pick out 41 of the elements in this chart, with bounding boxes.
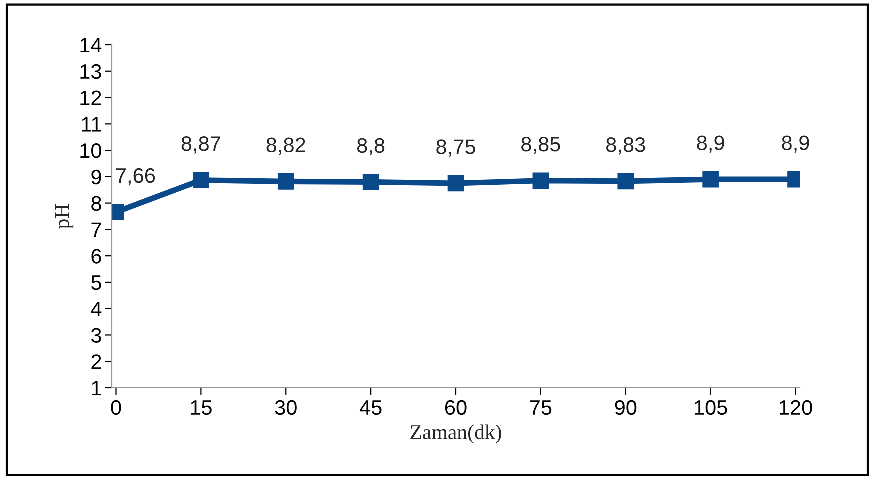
x-tick-label: 90 (615, 400, 637, 416)
x-axis-title: Zaman(dk) (410, 424, 502, 444)
x-tick-label: 120 (780, 400, 812, 416)
y-tick-label: 1 (92, 381, 102, 396)
x-tick-label: 75 (530, 400, 552, 416)
y-tick-label: 6 (92, 249, 102, 264)
data-label: 7,66 (116, 168, 156, 186)
point (532, 172, 550, 190)
y-tick-label: 10 (80, 144, 102, 158)
x-tick-label: 30 (275, 400, 297, 416)
x-tick-label: 105 (695, 400, 728, 416)
data-label: 8,85 (522, 137, 560, 154)
y-tick-label: 14 (80, 38, 102, 53)
y-axis-title: pH (55, 204, 74, 229)
data-label: 8,82 (266, 138, 306, 156)
point (618, 173, 634, 190)
point (193, 172, 210, 189)
point (362, 174, 380, 190)
point (278, 174, 294, 190)
x-tick-label: 0 (111, 400, 122, 416)
y-tick-label: 3 (91, 328, 102, 343)
data-label: 8,8 (357, 138, 385, 156)
y-tick-label: 4 (91, 302, 102, 316)
y-tick-label: 13 (80, 64, 102, 80)
y-tick-label: 11 (82, 117, 102, 132)
y-tick-label: 8 (92, 196, 102, 212)
y-tick-label: 5 (92, 276, 102, 290)
x-tick-label: 45 (360, 400, 382, 416)
point (702, 171, 719, 188)
data-label: 8,87 (182, 136, 220, 154)
data-label: 8,9 (782, 136, 810, 153)
y-tick-label: 12 (80, 90, 102, 106)
x-tick-label: 60 (445, 400, 467, 416)
y-tick-label: 7 (92, 222, 102, 238)
y-tick-label: 2 (92, 354, 102, 370)
y-tick-label: 9 (92, 170, 102, 185)
data-label: 8,83 (606, 138, 646, 155)
data-label: 8,75 (436, 140, 476, 157)
point (448, 175, 464, 192)
x-tick-label: 15 (191, 400, 212, 416)
data-label: 8,9 (697, 136, 724, 153)
